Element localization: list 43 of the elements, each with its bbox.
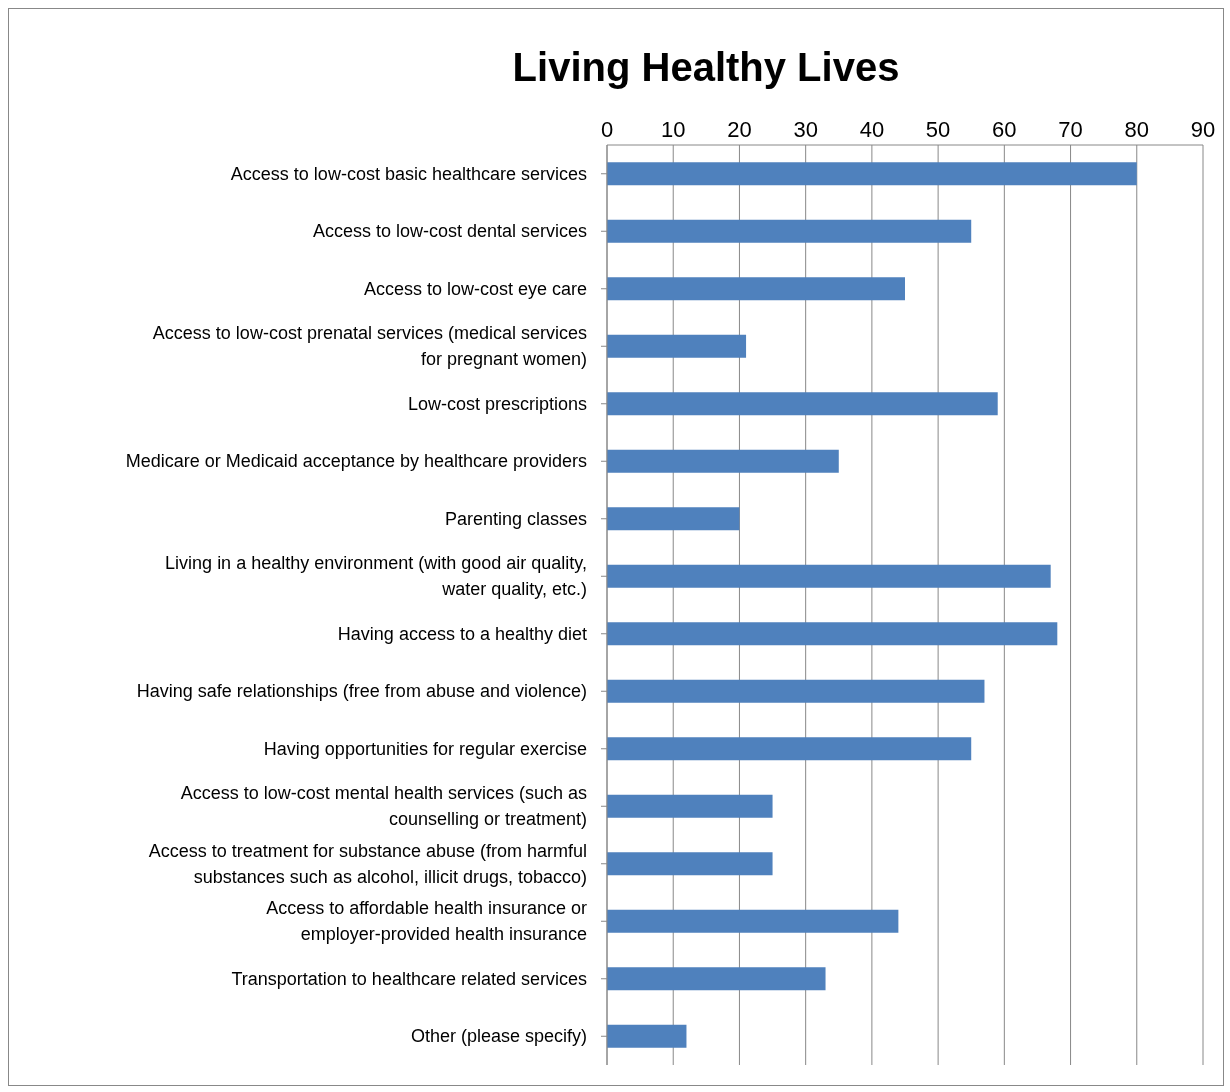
bar xyxy=(607,679,985,703)
x-tick-label: 0 xyxy=(600,117,614,142)
y-tick-label: Other (please specify) xyxy=(410,1026,587,1047)
y-tick-label: Access to low-cost prenatal services (medical services for pregnant women) xyxy=(152,323,587,370)
x-tick-label: 10 xyxy=(660,117,686,142)
bar xyxy=(607,622,1058,646)
bar xyxy=(607,909,899,933)
chart-title: Living Healthy Lives xyxy=(511,44,901,91)
y-tick-label: Living in a healthy environment (with good air quality, water quality, etc.) xyxy=(165,553,587,600)
bar xyxy=(607,737,972,761)
x-tick-label: 60 xyxy=(992,117,1017,142)
y-tick-label: Access to low-cost eye care xyxy=(363,278,587,299)
bar xyxy=(607,392,998,416)
y-tick-label: Having access to a healthy diet xyxy=(337,623,587,644)
y-tick-label: Parenting classes xyxy=(444,508,587,529)
x-tick-label: 50 xyxy=(925,117,951,142)
bar xyxy=(607,277,905,301)
y-tick-label: Low-cost prescriptions xyxy=(407,393,587,414)
y-tick-label: Transportation to healthcare related services xyxy=(231,968,587,989)
bar xyxy=(607,564,1051,588)
bar xyxy=(607,507,740,531)
x-tick-label: 90 xyxy=(1190,117,1216,142)
y-tick-label: Access to affordable health insurance or employer-provided health insurance xyxy=(266,898,587,945)
bar xyxy=(607,449,839,473)
y-tick-label: Having opportunities for regular exercise xyxy=(263,738,587,759)
bar xyxy=(607,852,773,876)
bar xyxy=(607,219,972,243)
bar xyxy=(607,334,747,358)
bar xyxy=(607,794,773,818)
x-tick-label: 70 xyxy=(1058,117,1083,142)
y-tick-label: Access to treatment for substance abuse (from harmful substances such as alcohol, illicit drugs, tobacco) xyxy=(148,840,587,887)
x-tick-label: 40 xyxy=(859,117,885,142)
y-tick-label: Access to low-cost mental health services (such as counselling or treatment) xyxy=(180,783,587,830)
y-tick-label: Access to low-cost dental services xyxy=(312,221,587,242)
x-tick-label: 20 xyxy=(727,117,752,142)
bar xyxy=(607,1024,687,1048)
y-tick-label: Access to low-cost basic healthcare services xyxy=(230,163,587,184)
y-tick-label: Medicare or Medicaid acceptance by healthcare providers xyxy=(125,451,587,472)
x-tick-label: 80 xyxy=(1124,117,1150,142)
x-tick-label: 30 xyxy=(793,117,818,142)
y-tick-label: Having safe relationships (free from abuse and violence) xyxy=(136,681,587,702)
bar xyxy=(607,162,1137,186)
bar xyxy=(607,967,826,991)
